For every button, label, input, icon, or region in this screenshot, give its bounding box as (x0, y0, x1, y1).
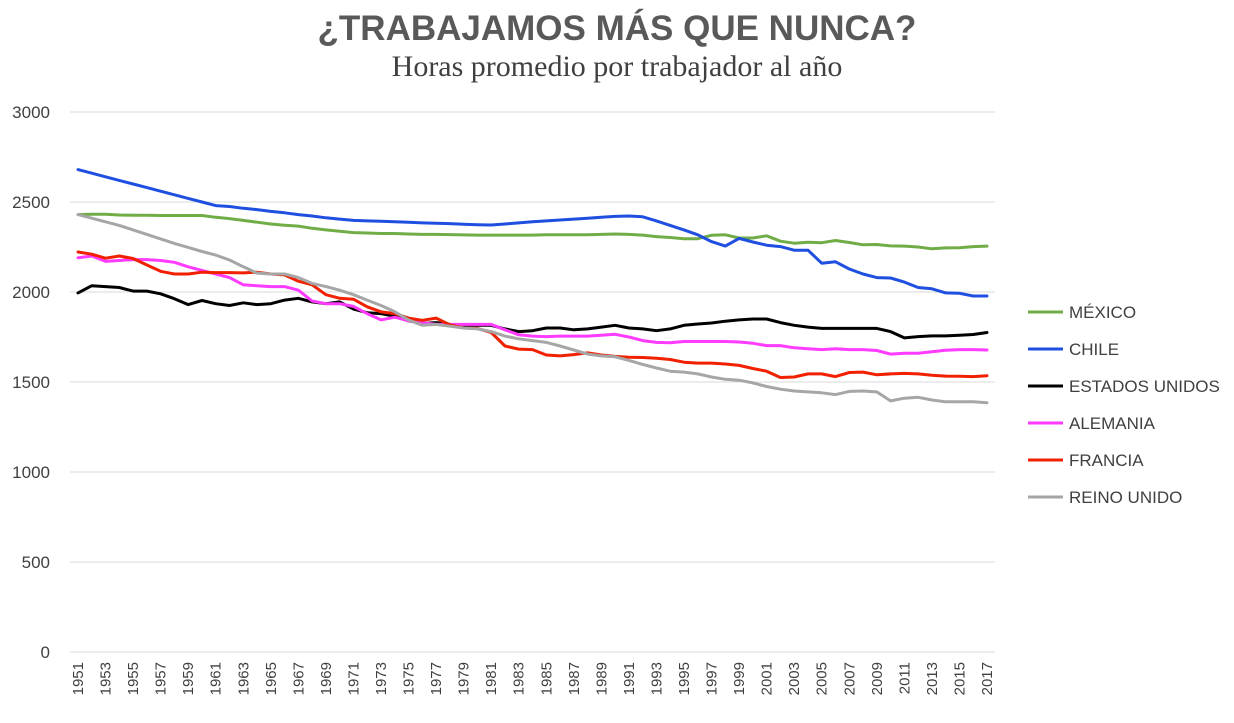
legend-label-reino-unido: REINO UNIDO (1069, 488, 1182, 507)
x-tick-label: 2003 (786, 662, 803, 695)
x-tick-label: 2001 (759, 662, 776, 695)
chart-subtitle: Horas promedio por trabajador al año (392, 50, 843, 83)
x-tick-label: 1993 (648, 662, 665, 695)
series-lines (76, 168, 989, 405)
x-tick-label: 1975 (401, 662, 418, 695)
x-axis-ticks: 1951 1953 1955 1957 1959 1961 1963 1965 1967 1969… (70, 662, 996, 695)
x-tick-label: 1971 (345, 662, 362, 695)
x-tick-label: 1973 (373, 662, 390, 695)
y-tick-label: 0 (41, 643, 50, 662)
y-tick-label: 500 (22, 553, 50, 572)
series-line-francia (76, 250, 989, 379)
x-tick-label: 1969 (318, 662, 335, 695)
x-tick-label: 2013 (924, 662, 941, 695)
y-tick-label: 3000 (12, 103, 50, 122)
x-tick-label: 1979 (456, 662, 473, 695)
x-tick-label: 1991 (621, 662, 638, 695)
x-tick-label: 2009 (869, 662, 886, 695)
x-tick-label: 1955 (125, 662, 142, 695)
legend-label-estados-unidos: ESTADOS UNIDOS (1069, 377, 1220, 396)
y-tick-label: 2000 (12, 283, 50, 302)
x-tick-label: 1953 (98, 662, 115, 695)
x-tick-label: 1959 (180, 662, 197, 695)
x-tick-label: 1983 (511, 662, 528, 695)
x-tick-label: 1997 (704, 662, 721, 695)
chart-title: ¿TRABAJAMOS MÁS QUE NUNCA? (318, 8, 917, 48)
gridlines (70, 111, 995, 653)
y-tick-label: 1000 (12, 463, 50, 482)
x-tick-label: 2007 (841, 662, 858, 695)
x-tick-label: 1965 (263, 662, 280, 695)
x-tick-label: 1995 (676, 662, 693, 695)
legend-label-m-xico: MÉXICO (1069, 303, 1136, 322)
legend-label-francia: FRANCIA (1069, 451, 1144, 470)
x-tick-label: 1957 (153, 662, 170, 695)
x-tick-label: 1989 (593, 662, 610, 695)
x-tick-label: 1967 (290, 662, 307, 695)
x-tick-label: 1981 (483, 662, 500, 695)
x-tick-label: 1951 (70, 662, 87, 695)
series-line-reino-unido (76, 213, 989, 405)
series-line-chile (76, 168, 989, 298)
y-tick-label: 1500 (12, 373, 50, 392)
x-tick-label: 2011 (896, 662, 913, 694)
series-line-estados-unidos (76, 284, 989, 340)
x-tick-label: 2015 (951, 662, 968, 695)
legend-label-alemania: ALEMANIA (1069, 414, 1156, 433)
x-tick-label: 1961 (208, 662, 225, 695)
series-line-alemania (76, 254, 989, 356)
x-tick-label: 2017 (979, 662, 996, 695)
x-tick-label: 1987 (566, 662, 583, 695)
series-line-m-xico (76, 212, 989, 251)
y-tick-label: 2500 (12, 193, 50, 212)
y-axis-ticks: 0 500 1000 1500 2000 2500 3000 (12, 103, 50, 662)
x-tick-label: 1999 (731, 662, 748, 695)
legend: MÉXICO CHILE ESTADOS UNIDOS ALEMANIA FRANCIA… (1028, 303, 1220, 507)
x-tick-label: 1963 (235, 662, 252, 695)
legend-label-chile: CHILE (1069, 340, 1119, 359)
x-tick-label: 1985 (538, 662, 555, 695)
x-tick-label: 2005 (814, 662, 831, 695)
x-tick-label: 1977 (428, 662, 445, 695)
